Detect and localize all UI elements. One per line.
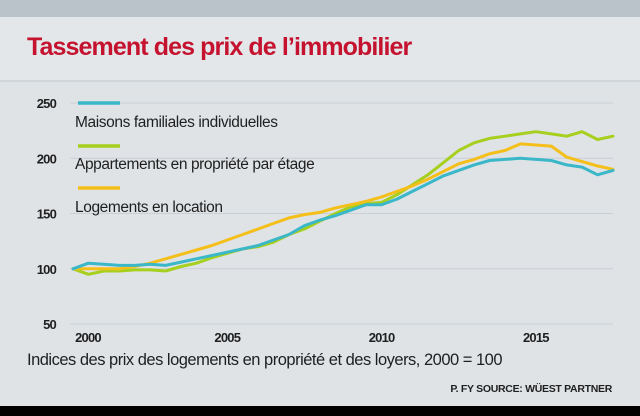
top-bar bbox=[0, 0, 640, 17]
x-tick-label: 2005 bbox=[214, 330, 240, 345]
series-line-2 bbox=[71, 142, 615, 271]
y-tick-label: 100 bbox=[37, 262, 57, 277]
y-tick-label: 50 bbox=[43, 317, 56, 332]
x-tick-label: 2010 bbox=[369, 330, 395, 345]
title-band bbox=[0, 17, 640, 80]
series-lines bbox=[71, 130, 615, 276]
source-credit: P. FY SOURCE: WÜEST PARTNER bbox=[450, 383, 612, 395]
legend: Maisons familiales individuelles Appartem… bbox=[75, 101, 315, 216]
legend-label: Logements en location bbox=[75, 199, 223, 216]
y-tick-label: 250 bbox=[37, 96, 57, 111]
y-tick-label: 150 bbox=[37, 207, 57, 222]
series-line-0 bbox=[71, 156, 615, 271]
y-tick-label: 200 bbox=[37, 151, 57, 166]
legend-label: Appartements en propriété par étage bbox=[75, 156, 314, 173]
chart-subtitle: Indices des prix des logements en propri… bbox=[27, 351, 503, 369]
y-axis-ticks: 250 200 150 100 50 bbox=[37, 96, 58, 332]
x-axis-ticks: 2000 2005 2010 2015 bbox=[75, 330, 550, 345]
legend-label: Maisons familiales individuelles bbox=[75, 114, 278, 131]
plot-area-background bbox=[0, 80, 640, 406]
x-tick-label: 2000 bbox=[75, 330, 101, 345]
series-line-1 bbox=[71, 130, 615, 276]
x-tick-label: 2015 bbox=[523, 330, 549, 345]
chart-title: Tassement des prix de l’immobilier bbox=[27, 33, 412, 61]
